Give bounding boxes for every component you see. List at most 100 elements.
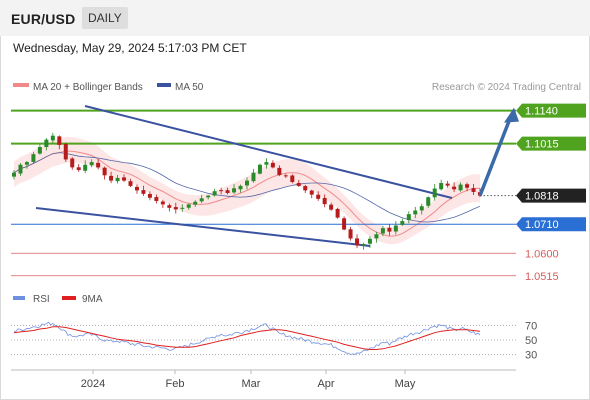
x-tick-label-apr: Apr bbox=[317, 378, 334, 390]
candle-body bbox=[96, 162, 101, 168]
rsi-legend-swatch bbox=[13, 296, 25, 300]
candle-body bbox=[413, 210, 418, 215]
candle-body bbox=[439, 182, 444, 190]
candle-body bbox=[322, 197, 327, 205]
symbol-title: EUR/USD bbox=[11, 11, 76, 27]
candle-body bbox=[12, 172, 16, 177]
candle-body bbox=[452, 186, 457, 190]
candle-body bbox=[283, 175, 288, 177]
candle-body bbox=[31, 154, 36, 162]
x-tick-label-mar: Mar bbox=[242, 378, 261, 390]
forecast-arrow bbox=[478, 107, 519, 197]
candle-body bbox=[335, 208, 340, 218]
candle-body bbox=[426, 197, 431, 206]
candle-body bbox=[355, 238, 360, 246]
forecast-arrow-shaft bbox=[478, 117, 512, 197]
candle-body bbox=[180, 207, 185, 209]
candle-body bbox=[122, 177, 127, 181]
candle-body bbox=[212, 191, 217, 196]
level-badge-1-1140 bbox=[516, 103, 586, 118]
rsi-ma-line bbox=[13, 326, 481, 350]
level-label-1-1015: 1.1015 bbox=[525, 139, 559, 151]
candle-body bbox=[115, 177, 120, 182]
rsi-ma-legend-label: 9MA bbox=[82, 294, 103, 305]
candle-body bbox=[83, 164, 88, 171]
candle-body bbox=[406, 214, 411, 221]
x-tick-label-2024: 2024 bbox=[81, 378, 105, 390]
candle-body bbox=[465, 184, 470, 188]
candle-body bbox=[257, 164, 262, 174]
research-credit: Research © 2024 Trading Central bbox=[432, 82, 581, 93]
level-badge-1-1015 bbox=[516, 136, 586, 151]
timeframe-button[interactable]: DAILY bbox=[82, 7, 128, 29]
ma20-legend-label: MA 20 + Bollinger Bands bbox=[33, 82, 143, 93]
level-label-1-0818: 1.0818 bbox=[525, 191, 559, 203]
candle-body bbox=[199, 198, 204, 202]
candle-body bbox=[232, 188, 237, 193]
candle-body bbox=[24, 162, 29, 165]
candle-body bbox=[329, 204, 334, 210]
ma50-line bbox=[13, 152, 481, 223]
candle-body bbox=[37, 147, 42, 154]
candle-body bbox=[154, 197, 159, 201]
candle-body bbox=[147, 193, 152, 198]
forecast-arrow-head bbox=[504, 107, 519, 123]
candle-body bbox=[296, 182, 301, 186]
candles bbox=[12, 132, 482, 250]
ma50-legend-label: MA 50 bbox=[175, 82, 204, 93]
candle-body bbox=[277, 167, 282, 176]
candle-body bbox=[264, 162, 269, 165]
candle-body bbox=[458, 184, 463, 191]
candle-body bbox=[245, 180, 249, 186]
level-label-1-0710: 1.0710 bbox=[525, 219, 559, 231]
candle-body bbox=[348, 229, 353, 239]
level-badge-1-0710 bbox=[516, 217, 586, 232]
candle-body bbox=[290, 175, 295, 182]
support-trendline bbox=[35, 207, 371, 247]
candle-body bbox=[206, 195, 211, 198]
candle-body bbox=[270, 162, 275, 168]
rsi-tick-30: 30 bbox=[525, 350, 537, 362]
candle-body bbox=[50, 135, 55, 141]
x-tick-label-feb: Feb bbox=[166, 378, 185, 390]
rsi-line bbox=[13, 321, 481, 356]
level-label-1-1140: 1.1140 bbox=[525, 106, 558, 118]
price-level-badges: 1.1140 1.1015 1.0818 1.0710 1.0600 1.0515 bbox=[516, 103, 586, 283]
rsi-tick-50: 50 bbox=[525, 335, 537, 347]
candle-body bbox=[76, 167, 81, 171]
x-axis: 2024 Feb Mar Apr May bbox=[81, 370, 416, 390]
candle-body bbox=[173, 207, 178, 210]
candle-body bbox=[367, 238, 372, 244]
candle-body bbox=[89, 162, 94, 166]
candle-body bbox=[44, 139, 49, 148]
candle-body bbox=[393, 225, 398, 232]
rsi-legend-label: RSI bbox=[33, 294, 50, 305]
candle-body bbox=[342, 218, 347, 230]
candle-body bbox=[432, 188, 437, 198]
candle-body bbox=[134, 186, 139, 191]
candle-body bbox=[109, 175, 114, 181]
candle-body bbox=[380, 228, 385, 234]
moving-averages bbox=[13, 150, 481, 237]
ma20-legend-swatch bbox=[13, 83, 29, 87]
candle-body bbox=[193, 201, 198, 205]
candle-body bbox=[303, 186, 308, 191]
trendlines bbox=[35, 105, 453, 247]
candle-body bbox=[445, 183, 450, 186]
candle-body bbox=[238, 185, 243, 190]
candle-body bbox=[471, 188, 476, 192]
ma20-line bbox=[13, 150, 481, 237]
chart-datetime: Wednesday, May 29, 2024 5:17:03 PM CET bbox=[13, 41, 247, 55]
candle-body bbox=[225, 190, 230, 194]
candle-body bbox=[63, 143, 68, 160]
candle-body bbox=[400, 221, 405, 225]
rsi-tick-70: 70 bbox=[525, 320, 537, 332]
candle-body bbox=[57, 136, 62, 145]
candle-body bbox=[167, 205, 172, 208]
candle-body bbox=[186, 204, 191, 208]
ma50-legend-swatch bbox=[157, 83, 171, 87]
rsi-ma-legend-swatch bbox=[62, 296, 76, 300]
candle-body bbox=[419, 206, 424, 211]
